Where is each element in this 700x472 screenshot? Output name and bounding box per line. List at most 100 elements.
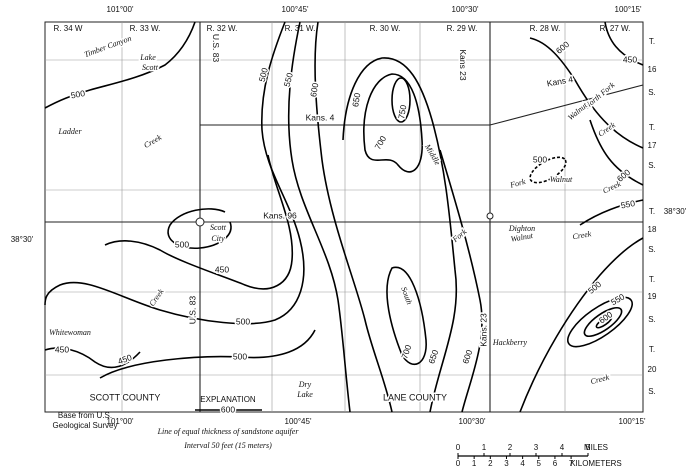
township-label: S.	[648, 315, 656, 324]
contour-line	[567, 296, 633, 348]
contour-label: 700	[372, 134, 388, 152]
grid-lines	[45, 22, 643, 412]
contour-line	[104, 154, 294, 290]
township-label: T.	[649, 123, 655, 132]
place-label: Lake	[139, 53, 156, 62]
range-label: R. 30 W.	[370, 24, 401, 33]
road-label: Kans. 4	[306, 112, 335, 122]
longitude-label: 100°15'	[615, 5, 642, 14]
contour-label: 600	[308, 82, 320, 98]
longitude-label: 100°30'	[459, 417, 486, 426]
range-label: R. 32 W.	[207, 24, 238, 33]
place-label: South	[399, 286, 414, 306]
contour-line	[287, 21, 351, 413]
source-note: Base from U.S.	[58, 411, 112, 420]
legend-interval: Interval 50 feet (15 meters)	[183, 441, 272, 450]
township-label: T.	[649, 345, 655, 354]
range-label: R. 33 W.	[130, 24, 161, 33]
place-label: Dighton	[508, 224, 535, 233]
contour-line	[99, 329, 316, 379]
longitude-label: 101°00'	[107, 5, 134, 14]
contour-line	[386, 266, 427, 366]
contour-label: 750	[396, 104, 408, 120]
contour-line	[342, 57, 458, 413]
legend-value: 600	[221, 404, 235, 414]
longitude-label: 100°45'	[282, 5, 309, 14]
contour-label: 500	[70, 88, 86, 100]
contour-label: 550	[620, 198, 636, 210]
scale-label: 0	[456, 443, 461, 452]
scale-unit: KILOMETERS	[570, 459, 622, 468]
place-label: Lake	[296, 390, 313, 399]
contour-label: 550	[282, 71, 295, 88]
contour-line	[44, 21, 305, 325]
contours	[44, 21, 644, 413]
contour-label: 500	[233, 351, 247, 361]
township-label: 20	[648, 365, 657, 374]
roads	[45, 22, 644, 412]
contour-line	[391, 77, 411, 123]
contour-line	[439, 149, 483, 413]
longitude-label: 100°45'	[285, 417, 312, 426]
longitude-label: 100°15'	[619, 417, 646, 426]
contour-line	[519, 237, 644, 413]
township-label: T.	[649, 37, 655, 46]
scale-label: 0	[456, 459, 461, 468]
contour-label: 450	[55, 344, 69, 354]
scale-label: 3	[534, 443, 539, 452]
place-label: Dry	[298, 380, 312, 389]
township-label: T.	[649, 275, 655, 284]
contour-line	[529, 156, 567, 184]
map-frame	[44, 21, 644, 413]
scale-unit: MILES	[584, 443, 608, 452]
place-label: Walnut	[550, 175, 573, 184]
township-label: S.	[648, 245, 656, 254]
latitude-label: 38°30'	[11, 235, 34, 244]
scale-label: 1	[472, 459, 477, 468]
scale-label: 7	[569, 459, 574, 468]
contour-line	[44, 347, 141, 369]
range-label: R. 34 W	[54, 24, 83, 33]
township-label: 16	[648, 65, 657, 74]
contour-line	[604, 21, 644, 66]
scale-label: 4	[560, 443, 565, 452]
contour-label: 600	[597, 309, 615, 325]
contour-line	[44, 21, 196, 109]
legend-description: Line of equal thickness of sandstone aqu…	[157, 427, 300, 436]
contour-label: 450	[215, 264, 229, 274]
road-label: Kans 23	[458, 49, 468, 80]
contour-label: 600	[460, 348, 474, 365]
place-label: Scott	[142, 63, 159, 72]
place-label: Creek	[596, 120, 617, 138]
contour-label: 500	[533, 154, 547, 164]
place-label: Whitewoman	[49, 328, 91, 337]
scale-label: 5	[537, 459, 542, 468]
contour-label: 500	[257, 66, 270, 83]
contour-label: 450	[116, 352, 133, 366]
range-label: R. 31 W.	[285, 24, 316, 33]
township-label: 17	[648, 141, 657, 150]
township-label: 18	[648, 225, 657, 234]
scale-label: 6	[553, 459, 558, 468]
range-label: R. 28 W.	[530, 24, 561, 33]
county-label: LANE COUNTY	[383, 392, 447, 402]
place-label: Timber Canyon	[83, 34, 133, 59]
scale-label: 3	[504, 459, 509, 468]
contour-label: 600	[554, 39, 572, 56]
contour-label: 500	[236, 316, 250, 326]
scale-label: 1	[482, 443, 487, 452]
contour-label: 450	[623, 54, 637, 64]
longitude-label: 101°00'	[107, 417, 134, 426]
place-label: Hackberry	[492, 338, 528, 347]
contour-label: 700	[399, 343, 413, 360]
scale-label: 2	[488, 459, 493, 468]
scale-label: 5	[586, 443, 591, 452]
road-label: U.S. 83	[187, 296, 197, 325]
road-label: Kans. 23	[478, 313, 488, 347]
source-note: Geological Survey	[53, 421, 118, 430]
contour-line	[529, 37, 644, 149]
range-label: R. 29 W.	[447, 24, 478, 33]
town	[486, 212, 494, 220]
place-label: Creek	[590, 372, 611, 386]
